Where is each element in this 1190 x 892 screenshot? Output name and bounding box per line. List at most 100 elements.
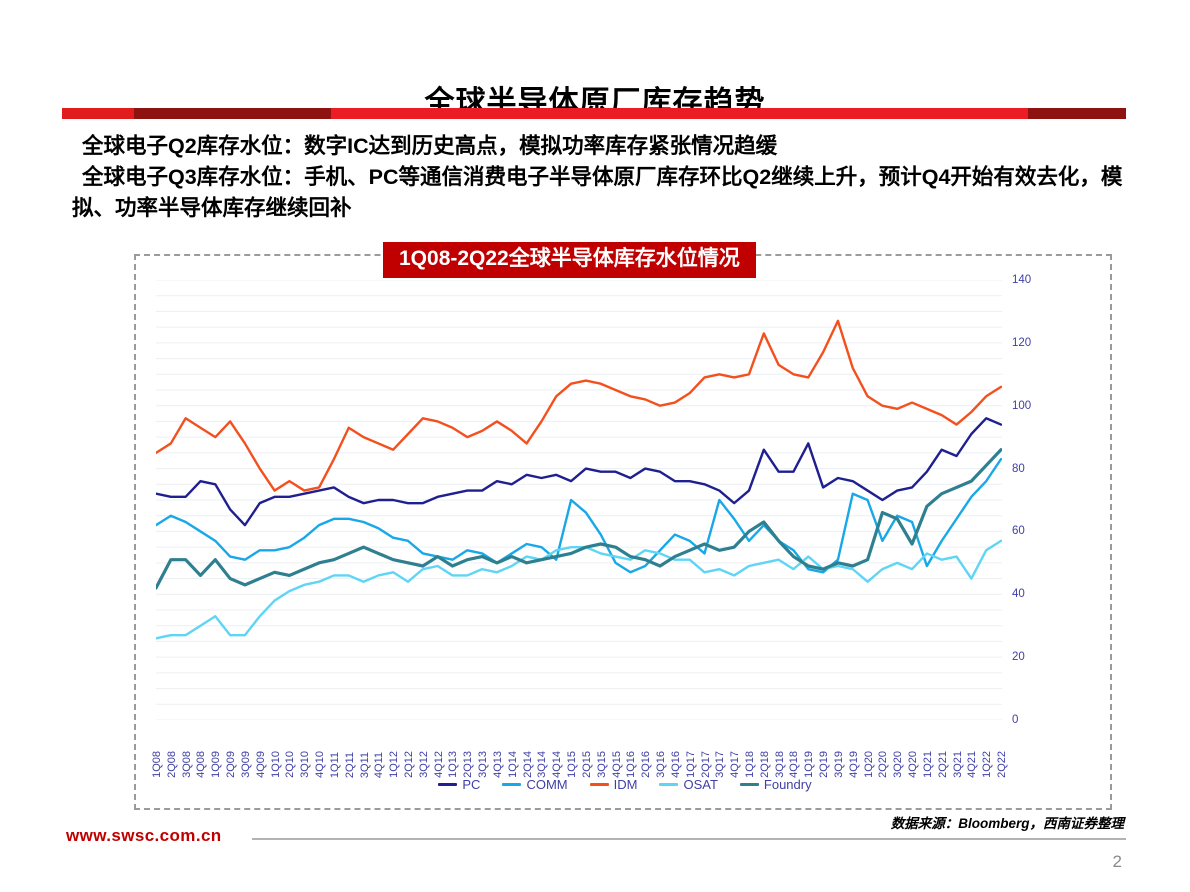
legend-swatch-icon (589, 783, 609, 786)
x-axis-tick: 3Q18 (773, 751, 786, 778)
series-line-foundry (156, 448, 1002, 590)
legend-swatch-icon (502, 783, 522, 786)
x-axis-tick: 4Q14 (551, 751, 564, 778)
site-url[interactable]: www.swsc.com.cn (66, 826, 222, 845)
x-axis-tick: 2Q21 (936, 751, 949, 778)
x-axis-tick: 1Q11 (328, 751, 341, 778)
x-axis-tick: 4Q15 (610, 751, 623, 778)
x-axis-tick: 3Q10 (299, 751, 312, 778)
x-axis-tick: 2Q16 (640, 751, 653, 778)
x-axis-tick: 2Q13 (462, 751, 475, 778)
x-axis-tick: 2Q12 (403, 751, 416, 778)
divider-segment-1 (62, 108, 135, 119)
x-axis-tick: 4Q10 (314, 751, 327, 778)
y-axis-tick: 120 (1012, 336, 1032, 349)
x-axis-tick: 3Q13 (477, 751, 490, 778)
legend-swatch-icon (659, 783, 679, 786)
x-axis-tick: 3Q09 (239, 751, 252, 778)
y-axis-tick: 20 (1012, 651, 1025, 664)
x-axis-tick: 1Q21 (921, 751, 934, 778)
legend-item-idm[interactable]: IDM (589, 777, 638, 792)
x-axis-tick: 4Q16 (669, 751, 682, 778)
y-axis-tick: 80 (1012, 462, 1025, 475)
x-axis-tick: 3Q17 (714, 751, 727, 778)
legend-label: COMM (526, 777, 568, 792)
x-axis-tick: 1Q18 (743, 751, 756, 778)
title-divider-bar (62, 108, 1126, 119)
series-line-osat (156, 539, 1002, 640)
x-axis-tick: 2Q20 (877, 751, 890, 778)
legend-label: IDM (613, 777, 638, 792)
x-axis-tick: 1Q16 (625, 751, 638, 778)
x-axis-tick: 4Q09 (254, 751, 267, 778)
x-axis-tick: 2Q14 (521, 751, 534, 778)
divider-segment-3 (331, 108, 1029, 119)
legend-item-foundry[interactable]: Foundry (739, 777, 812, 792)
y-axis-tick: 100 (1012, 399, 1032, 412)
y-axis-tick: 0 (1012, 714, 1019, 726)
chart-legend: PC COMM IDM OSAT Foundry (136, 777, 1114, 792)
source-note: 数据来源：Bloomberg，西南证券整理 (890, 816, 1124, 831)
x-axis-tick: 2Q17 (699, 751, 712, 778)
page-number: 2 (1112, 852, 1122, 871)
x-axis-tick: 3Q21 (951, 751, 964, 778)
legend-item-pc[interactable]: PC (438, 777, 480, 792)
y-axis-tick: 40 (1012, 588, 1025, 601)
x-axis-tick: 4Q19 (847, 751, 860, 778)
legend-label: OSAT (683, 777, 718, 792)
x-axis-tick: 1Q15 (566, 751, 579, 778)
x-axis-tick: 2Q10 (284, 751, 297, 778)
legend-swatch-icon (438, 783, 458, 786)
line-chart-svg (156, 280, 1002, 720)
chart-title-banner: 1Q08-2Q22全球半导体库存水位情况 (383, 242, 756, 279)
x-axis-tick: 4Q20 (907, 751, 920, 778)
x-axis-tick: 3Q11 (358, 751, 371, 778)
y-axis-tick: 60 (1012, 525, 1025, 538)
x-axis-tick: 1Q09 (210, 751, 223, 778)
footer-divider (252, 838, 1126, 840)
x-axis-tick: 3Q19 (832, 751, 845, 778)
legend-label: PC (462, 777, 481, 792)
x-axis-tick: 3Q15 (595, 751, 608, 778)
legend-item-osat[interactable]: OSAT (659, 777, 718, 792)
series-line-pc (156, 417, 1002, 527)
x-axis-tick: 4Q11 (373, 751, 386, 778)
x-axis-tick: 3Q16 (655, 751, 668, 778)
x-axis-tick: 1Q17 (684, 751, 697, 778)
lead-line-1: 全球电子Q2库存水位：数字IC达到历史高点，模拟功率库存紧张情况趋缓 (82, 134, 778, 158)
series-line-comm (156, 457, 1002, 574)
x-axis-tick: 3Q14 (536, 751, 549, 778)
x-axis-tick: 2Q08 (165, 751, 178, 778)
x-axis-tick: 1Q12 (388, 751, 401, 778)
x-axis-tick: 1Q10 (269, 751, 282, 778)
x-axis-tick: 4Q17 (729, 751, 742, 778)
lead-paragraph: 全球电子Q2库存水位：数字IC达到历史高点，模拟功率库存紧张情况趋缓 全球电子Q… (72, 131, 1124, 224)
legend-swatch-icon (739, 783, 759, 786)
lead-line-2: 全球电子Q3库存水位：手机、PC等通信消费电子半导体原厂库存环比Q2继续上升，预… (72, 165, 1123, 220)
x-axis-tick: 4Q08 (195, 751, 208, 778)
x-axis-tick: 1Q14 (506, 751, 519, 778)
x-axis-tick: 4Q21 (966, 751, 979, 778)
x-axis-tick: 1Q13 (447, 751, 460, 778)
x-axis-tick: 1Q19 (803, 751, 816, 778)
x-axis-tick: 4Q13 (491, 751, 504, 778)
x-axis-tick: 1Q08 (151, 751, 163, 778)
legend-item-comm[interactable]: COMM (502, 777, 568, 792)
x-axis-tick: 2Q22 (996, 751, 1008, 778)
x-axis-tick: 3Q08 (180, 751, 193, 778)
x-axis-tick: 2Q15 (580, 751, 593, 778)
x-axis-tick: 3Q20 (892, 751, 905, 778)
x-axis-tick: 4Q12 (432, 751, 445, 778)
x-axis-tick: 2Q11 (343, 751, 356, 778)
x-axis-tick: 1Q20 (862, 751, 875, 778)
divider-segment-2 (134, 108, 332, 119)
x-axis-tick: 4Q18 (788, 751, 801, 778)
divider-segment-4 (1028, 108, 1126, 119)
x-axis-tick: 1Q22 (981, 751, 994, 778)
x-axis-tick: 3Q12 (417, 751, 430, 778)
series-line-idm (156, 319, 1002, 492)
x-axis-tick: 2Q09 (225, 751, 238, 778)
x-axis-tick: 2Q19 (818, 751, 831, 778)
chart-plot-area (156, 280, 1002, 720)
